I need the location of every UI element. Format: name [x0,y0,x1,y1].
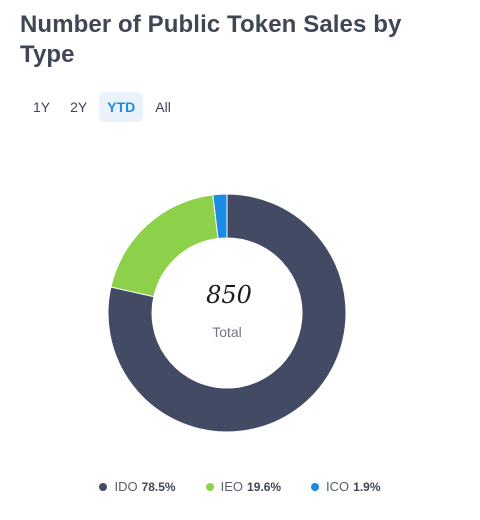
legend-name-ieo: IEO [220,479,244,494]
tab-1y[interactable]: 1Y [33,99,51,115]
legend-item-ico[interactable]: ICO 1.9% [311,479,381,494]
tab-ytd[interactable]: YTD [99,92,144,122]
tab-all[interactable]: All [155,99,171,115]
donut-slice-ido[interactable] [107,193,347,433]
legend-pct-ico: 1.9% [353,479,381,494]
donut-slices [107,193,347,433]
legend-swatch-ieo [205,482,214,491]
legend-name-ico: ICO [326,479,350,494]
legend-swatch-ico [311,482,320,491]
range-tabs: 1Y 2Y YTD All [25,92,179,122]
center-total-value: 850 [206,281,252,309]
legend-item-ido[interactable]: IDO 78.5% [99,479,176,494]
donut-slice-ico[interactable] [212,193,228,240]
legend-pct-ieo: 19.6% [247,479,282,494]
legend-name-ido: IDO [114,479,138,494]
legend-pct-ido: 78.5% [141,479,176,494]
legend-item-ieo[interactable]: IEO 19.6% [205,479,282,494]
center-total-label: Total [212,324,242,340]
donut-slice-ieo[interactable] [110,194,219,298]
tab-2y[interactable]: 2Y [70,99,88,115]
chart-title: Number of Public Token Sales by Type [20,11,402,68]
legend-swatch-ido [99,482,108,491]
chart-legend: IDO 78.5% IEO 19.6% ICO 1.9% [0,479,480,494]
